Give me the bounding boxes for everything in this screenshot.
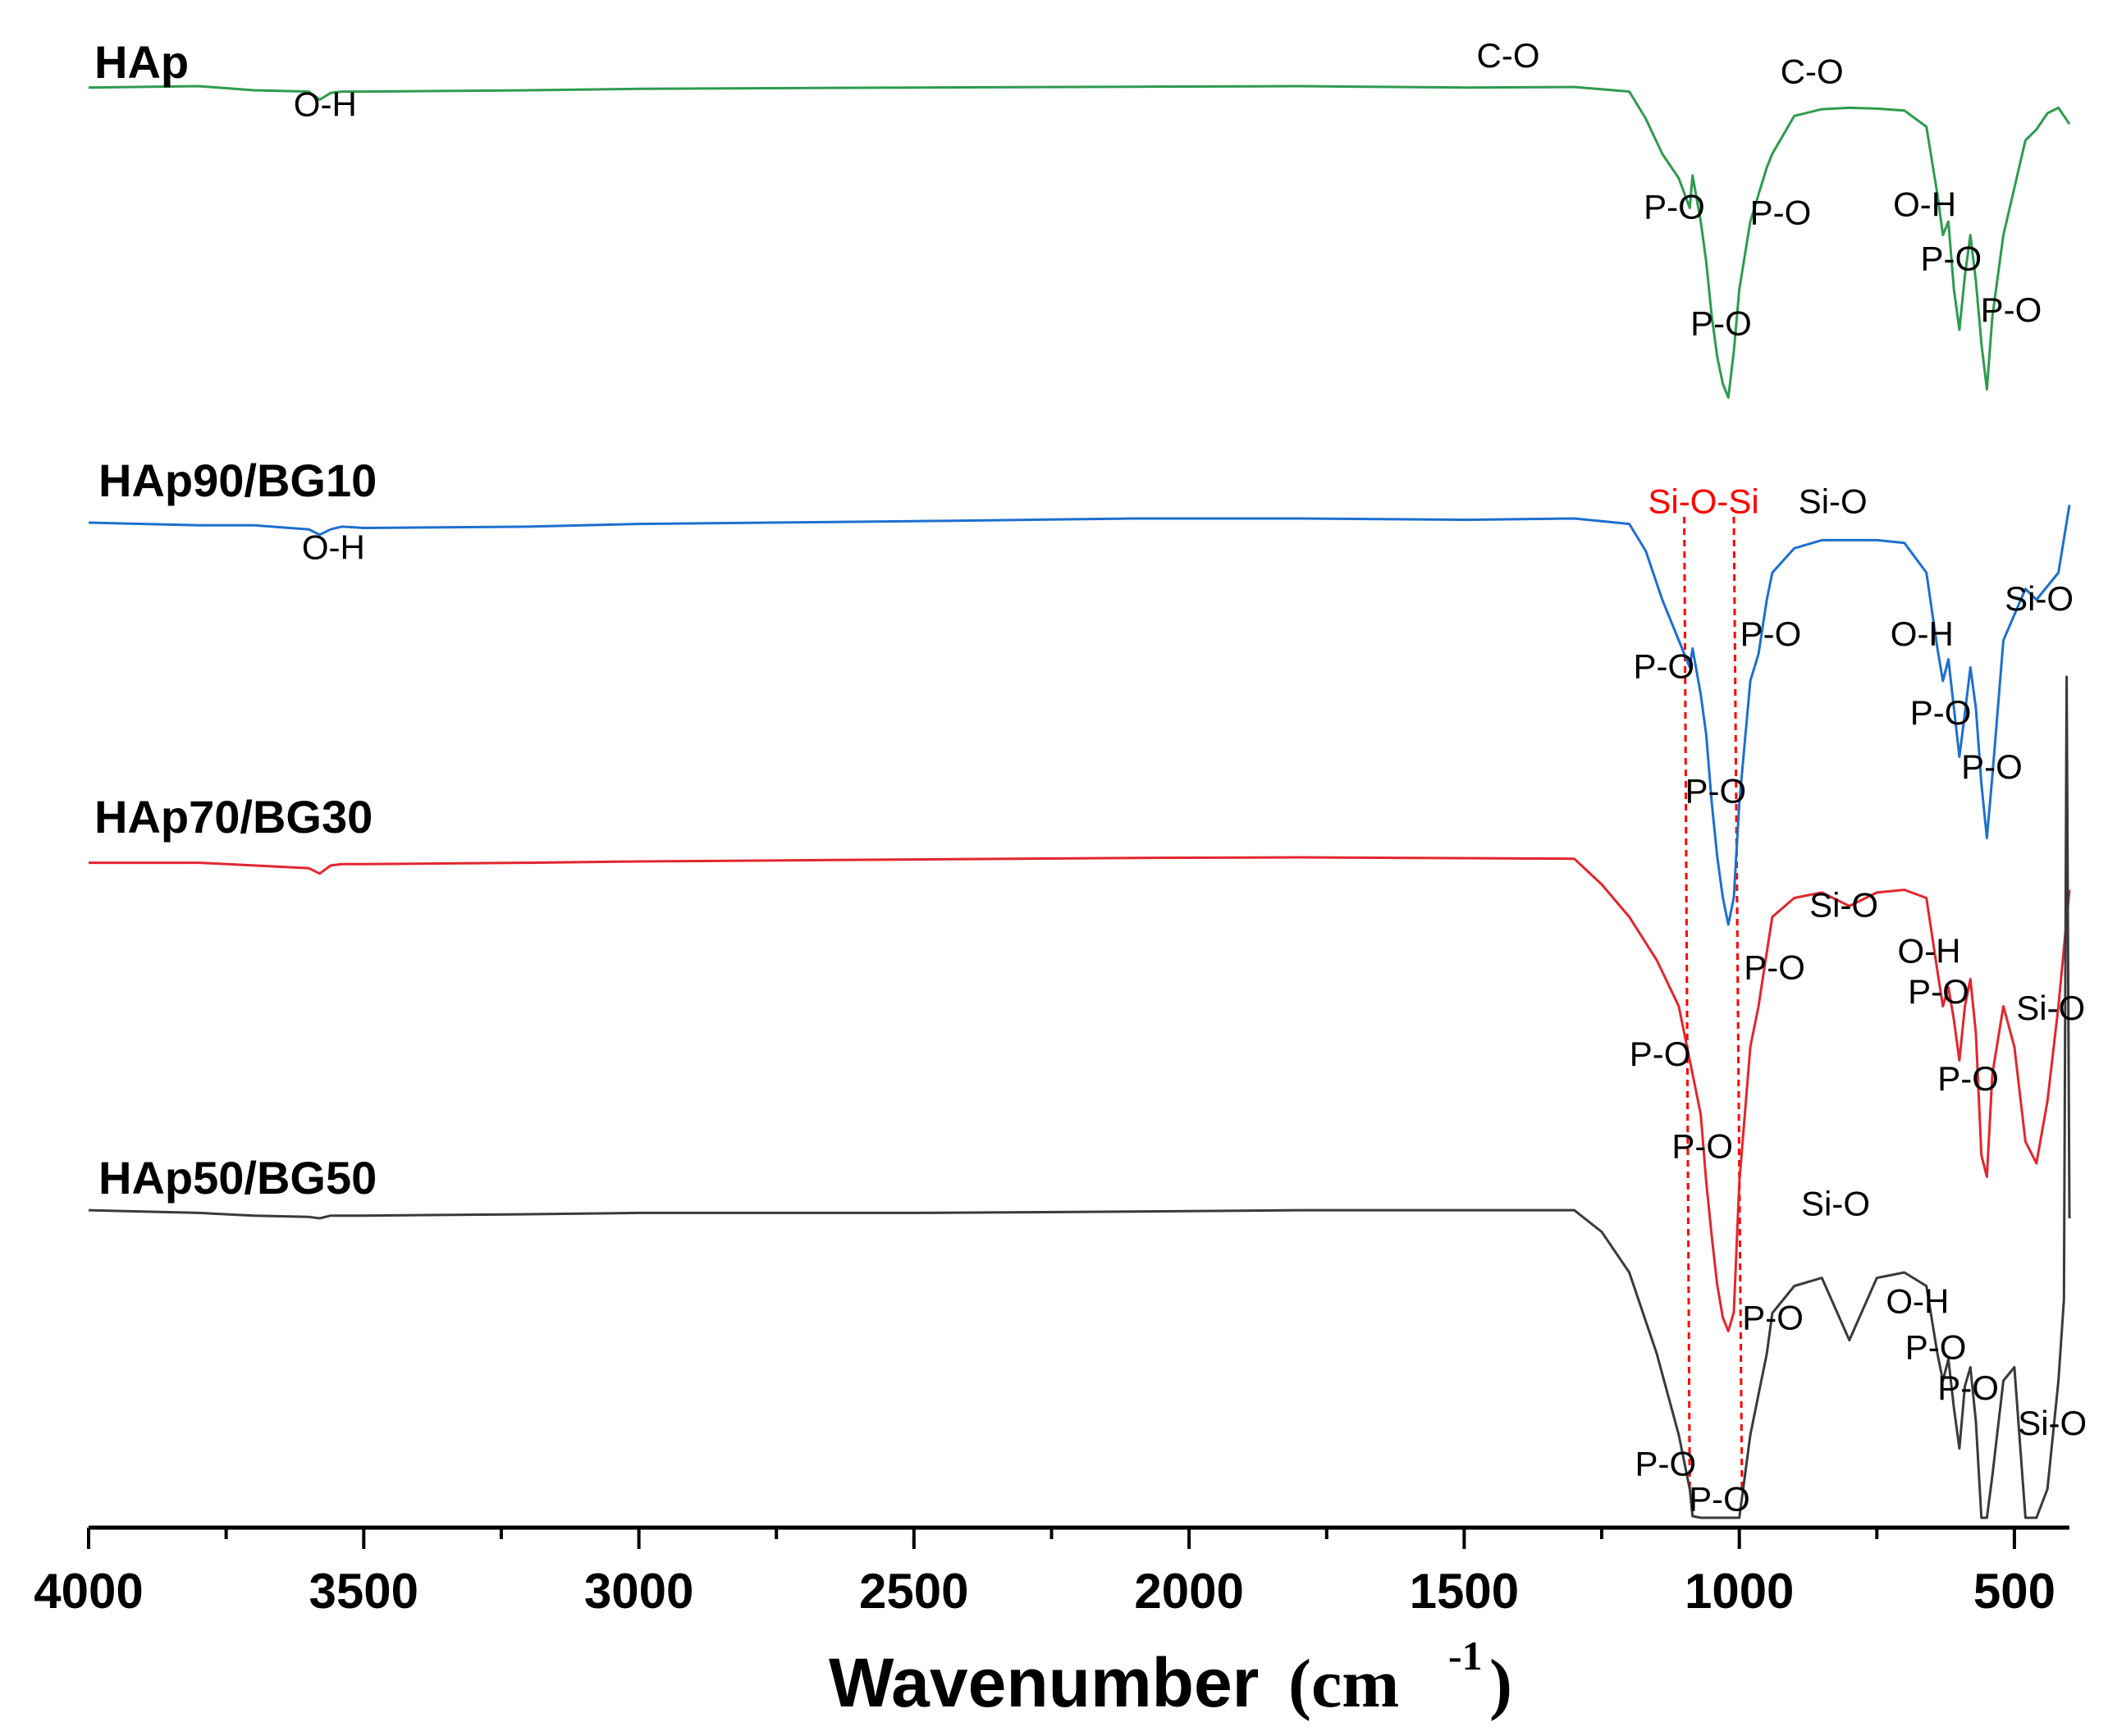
peak-annotation: P-O xyxy=(1937,1368,1999,1407)
peak-annotation: O-H xyxy=(1886,1282,1949,1321)
peak-annotation: P-O xyxy=(1644,188,1705,226)
peak-annotation: P-O xyxy=(1908,972,1969,1011)
peak-annotation: Si-O xyxy=(2018,1404,2087,1442)
peak-annotation: P-O xyxy=(1981,290,2042,329)
peak-annotation: Si-O xyxy=(1801,1185,1870,1223)
trace-hap70-bg30 xyxy=(89,856,2071,1332)
x-axis-title: Wavenumber xyxy=(829,1644,1259,1721)
peak-annotation: P-O xyxy=(1910,693,1972,732)
x-tick-label: 3500 xyxy=(309,1564,418,1619)
peak-annotation: P-O xyxy=(1961,747,2023,786)
x-tick-label: 2000 xyxy=(1134,1564,1243,1619)
series-labels: HAp HAp90/BG10 HAp70/BG30 HAp50/BG50 xyxy=(94,36,377,1204)
peak-annotation: Si-O xyxy=(1799,482,1868,520)
spectra-traces xyxy=(88,85,2071,1519)
peak-annotation: P-O xyxy=(1671,1126,1733,1165)
x-tick-label: 2500 xyxy=(859,1564,968,1619)
x-tick-label: 1500 xyxy=(1410,1564,1519,1619)
reference-lines xyxy=(1683,516,1744,1494)
series-label-hap90-bg10: HAp90/BG10 xyxy=(98,455,377,506)
peak-annotation: O-H xyxy=(1898,932,1961,971)
peak-annotation: C-O xyxy=(1781,53,1844,91)
reference-line-dashed xyxy=(1732,516,1744,1494)
trace-hap xyxy=(88,85,2071,399)
reference-line-dashed xyxy=(1683,516,1691,1494)
peak-annotation: P-O xyxy=(1685,772,1746,811)
peak-annotation: O-H xyxy=(1891,614,1954,653)
series-label-hap: HAp xyxy=(94,36,189,88)
series-label-hap50-bg50: HAp50/BG50 xyxy=(98,1152,377,1204)
peak-annotations: O-HC-O C-OP-O P-O O-HP-OP-O P-OO-HSi-O-Si Si-… xyxy=(294,36,2087,1519)
peak-annotation: Si-O-Si xyxy=(1648,482,1758,520)
peak-annotation: P-O xyxy=(1630,1035,1691,1073)
peak-annotation: P-O xyxy=(1920,239,1982,277)
peak-annotation: P-O xyxy=(1740,614,1802,653)
x-tick-label: 3000 xyxy=(584,1564,693,1619)
peak-annotation: P-O xyxy=(1690,304,1752,343)
peak-annotation: P-O xyxy=(1635,1445,1696,1483)
x-axis-unit-open-paren: ( xyxy=(1288,1646,1311,1722)
x-axis-unit-close-paren: ) xyxy=(1489,1646,1512,1722)
peak-annotation: P-O xyxy=(1744,948,1805,987)
peak-annotation: P-O xyxy=(1742,1298,1804,1336)
series-label-hap70-bg30: HAp70/BG30 xyxy=(94,791,373,843)
x-axis-unit-exponent: -1 xyxy=(1448,1633,1483,1679)
x-axis-unit: cm xyxy=(1311,1646,1399,1722)
peak-annotation: O-H xyxy=(1893,185,1956,223)
x-tick-label: 500 xyxy=(1973,1564,2055,1619)
x-tick-labels: 4000 3500 3000 2500 2000 1500 1000 500 xyxy=(34,1564,2055,1619)
peak-annotation: Si-O xyxy=(2005,579,2074,618)
peak-annotation: P-O xyxy=(1633,647,1694,686)
x-tick-label: 4000 xyxy=(34,1564,143,1619)
peak-annotation: C-O xyxy=(1477,36,1540,75)
peak-annotation: O-H xyxy=(302,528,365,567)
peak-annotation: Si-O xyxy=(1809,886,1878,925)
x-tick-label: 1000 xyxy=(1685,1564,1794,1619)
peak-annotation: Si-O xyxy=(2016,989,2085,1027)
peak-annotation: P-O xyxy=(1937,1059,1999,1098)
peak-annotation: P-O xyxy=(1750,193,1812,231)
peak-annotation: O-H xyxy=(294,85,357,123)
trace-hap50-bg50 xyxy=(88,675,2071,1519)
peak-annotation: P-O xyxy=(1689,1479,1750,1518)
trace-hap90-bg10 xyxy=(88,505,2071,926)
x-tick-marks xyxy=(87,1528,2016,1549)
peak-annotation: P-O xyxy=(1905,1328,1967,1367)
